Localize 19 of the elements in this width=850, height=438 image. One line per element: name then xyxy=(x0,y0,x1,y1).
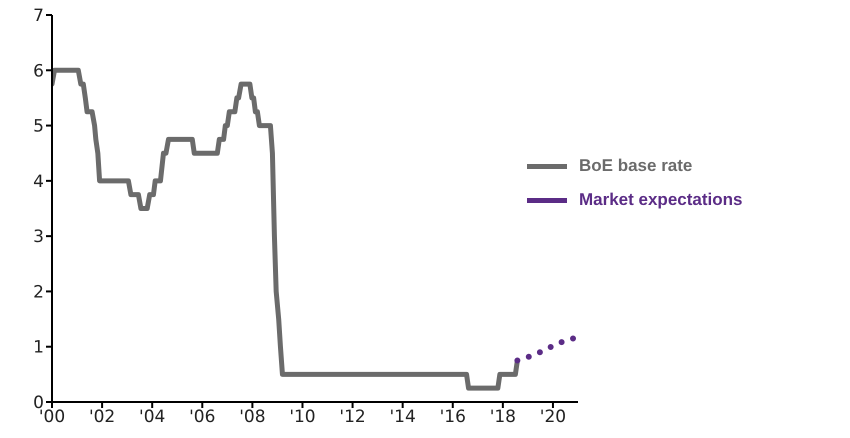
x-tick-label: '04 xyxy=(139,407,166,428)
legend-label: Market expectations xyxy=(579,190,742,210)
legend-label: BoE base rate xyxy=(579,156,692,176)
y-tick-label: 3 xyxy=(33,227,44,248)
x-tick-label: '16 xyxy=(440,407,466,428)
y-tick-label: 1 xyxy=(33,338,44,358)
x-tick-label: '20 xyxy=(540,407,566,428)
x-tick-label: '12 xyxy=(339,407,366,428)
x-tick-label: '06 xyxy=(189,407,216,428)
y-tick-label: 5 xyxy=(33,116,44,137)
y-tick-label: 2 xyxy=(33,282,44,302)
x-tick-label: '02 xyxy=(88,407,116,428)
y-tick-label: 6 xyxy=(33,61,44,82)
x-tick-label: '08 xyxy=(239,407,266,428)
y-tick-label: 7 xyxy=(33,6,44,26)
x-tick-label: '18 xyxy=(490,407,516,428)
y-tick-label: 4 xyxy=(33,172,44,192)
x-tick-label: '10 xyxy=(289,407,316,428)
x-tick-label: '14 xyxy=(390,407,416,428)
